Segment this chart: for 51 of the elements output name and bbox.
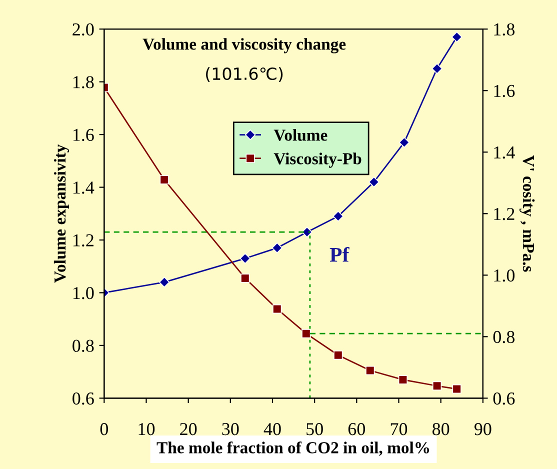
y2-tick-label: 0.6 [493, 392, 515, 405]
y2-tick-label: 1.8 [494, 23, 515, 36]
y-tick-label: 1.0 [73, 286, 94, 300]
x-axis-title: The mole fraction of CO2 in oil, mol% [156, 441, 429, 456]
y-tick-label: 1.4 [73, 182, 94, 194]
y-tick-label: 1.2 [73, 234, 94, 247]
x-tick-label: 90 [474, 423, 492, 436]
y-axis-title: Volume expansivity [54, 144, 70, 283]
point [240, 253, 250, 264]
x-tick-label: 20 [180, 423, 197, 436]
y2-tick-label: 1.6 [494, 84, 515, 98]
point [432, 63, 442, 74]
y2-tick-label: 1.4 [494, 146, 515, 159]
point [272, 304, 282, 314]
point [159, 276, 170, 288]
chart-title: Volume and viscosity change [142, 38, 346, 54]
point [432, 381, 442, 390]
x-tick-label: 50 [306, 423, 323, 436]
y-tick-label: 1.8 [73, 76, 94, 88]
text: (101.6℃) [206, 67, 283, 82]
point [302, 226, 312, 238]
annotation: Pf [330, 246, 350, 262]
point [302, 329, 311, 338]
x-tick-label: 60 [348, 423, 366, 436]
x-tick-label: 30 [222, 423, 239, 436]
point [334, 350, 343, 360]
y-tick-label: 0.6 [72, 392, 94, 405]
legend-label: Viscosity-Pb [274, 152, 362, 168]
x-tick-label: 10 [138, 423, 155, 436]
point [368, 176, 380, 188]
y2-tick-label: 1.2 [494, 208, 514, 220]
point [160, 175, 169, 184]
y2-tick-label: 0.8 [493, 330, 515, 344]
point [452, 384, 462, 394]
point [451, 32, 462, 42]
legend-label: Volume [274, 129, 328, 141]
point [272, 242, 282, 254]
y2-axis-title: V' cosity , mPa.s [519, 155, 535, 272]
x-tick-label: 0 [100, 423, 108, 436]
point [366, 366, 375, 376]
x-tick-label: 70 [390, 423, 408, 436]
point [240, 274, 250, 283]
y-tick-label: 2.0 [72, 23, 94, 36]
x-tick-label: 80 [432, 423, 450, 436]
point [332, 210, 344, 222]
y2-tick-label: 1.0 [494, 269, 515, 282]
y-tick-label: 0.8 [72, 340, 94, 352]
point [398, 137, 410, 148]
point [398, 375, 408, 384]
y-tick-label: 1.6 [73, 128, 94, 142]
x-tick-label: 40 [264, 423, 281, 436]
